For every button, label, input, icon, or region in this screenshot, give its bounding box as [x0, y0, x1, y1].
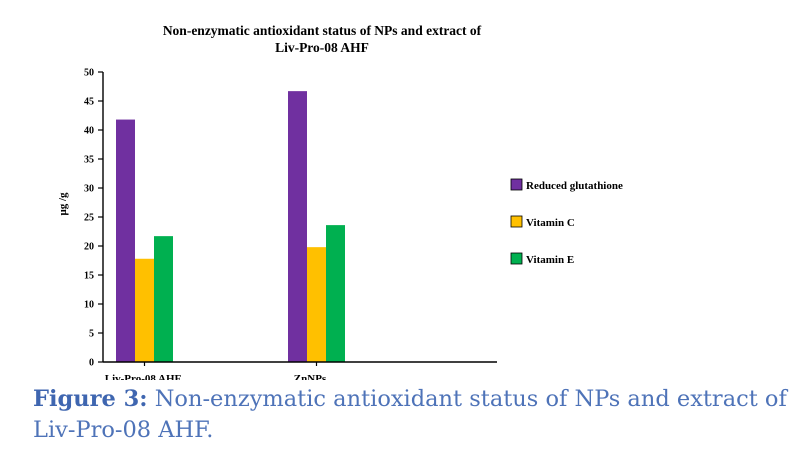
bar	[116, 119, 135, 362]
chart-title-line-2: Liv-Pro-08 AHF	[275, 40, 369, 55]
y-tick-label: 25	[84, 213, 94, 224]
x-category-label: ZnNPs	[294, 373, 327, 380]
legend-label: Vitamin E	[526, 254, 574, 266]
y-tick-label: 45	[84, 97, 94, 108]
chart-title-line-1: Non-enzymatic antioxidant status of NPs …	[163, 23, 482, 38]
y-tick-label: 0	[89, 358, 94, 369]
bar	[307, 247, 326, 362]
figure-caption-text: Non-enzymatic antioxidant status of NPs …	[33, 386, 787, 443]
figure-caption-label: Figure 3:	[33, 386, 148, 412]
bar	[326, 225, 345, 362]
bar-series	[116, 91, 345, 362]
bar	[135, 258, 154, 362]
bar-chart: Non-enzymatic antioxidant status of NPs …	[57, 23, 623, 380]
x-category-label: Liv-Pro-08 AHF	[105, 373, 182, 380]
y-axis: 0 5 10 15 20 25 30 35 40 45 50	[84, 68, 104, 369]
y-tick-label: 40	[84, 126, 94, 137]
legend-swatch	[510, 215, 523, 228]
y-tick-label: 50	[84, 68, 94, 79]
x-axis: Liv-Pro-08 AHF ZnNPs	[103, 361, 497, 380]
bar	[154, 236, 173, 362]
y-tick-label: 10	[84, 300, 94, 311]
legend-label: Reduced glutathione	[526, 180, 623, 192]
legend: Reduced glutathione Vitamin C Vitamin E	[510, 178, 623, 266]
legend-swatch	[510, 178, 523, 191]
legend-label: Vitamin C	[526, 217, 575, 229]
y-tick-label: 20	[84, 242, 94, 253]
legend-swatch	[510, 252, 523, 265]
y-tick-label: 5	[89, 329, 94, 340]
bar	[288, 91, 307, 362]
y-axis-title: μg /g	[57, 192, 69, 216]
y-tick-label: 15	[84, 271, 94, 282]
y-tick-label: 30	[84, 184, 94, 195]
figure-caption: Figure 3: Non-enzymatic antioxidant stat…	[33, 384, 793, 446]
y-tick-label: 35	[84, 155, 94, 166]
